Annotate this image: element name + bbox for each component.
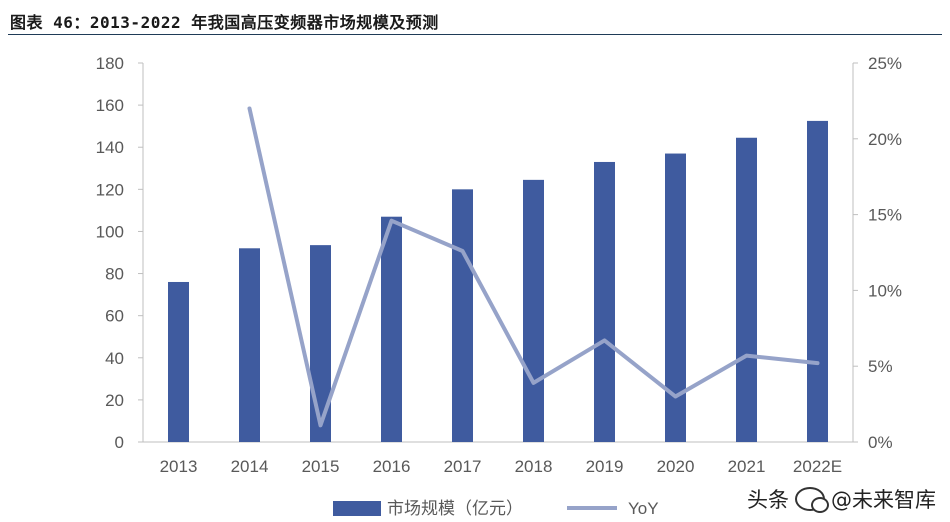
watermark-text: @未来智库 <box>831 488 936 512</box>
x-tick-label: 2013 <box>160 457 198 476</box>
x-tick-label: 2018 <box>515 457 553 476</box>
watermark: 头条 @未来智库 <box>747 484 936 514</box>
x-tick-label: 2014 <box>231 457 269 476</box>
bar-2016 <box>381 216 402 442</box>
bar-2018 <box>523 179 544 442</box>
y-left-tick-label: 100 <box>96 222 124 241</box>
y-right-tick-label: 10% <box>868 281 902 300</box>
y-left-tick-label: 80 <box>105 265 124 284</box>
bar-2020 <box>665 153 686 443</box>
legend-bar-label: 市场规模（亿元） <box>387 499 523 519</box>
chat-bubble-icon <box>795 487 829 513</box>
y-left-tick-label: 160 <box>96 96 124 115</box>
x-tick-label: 2019 <box>586 457 624 476</box>
bar-2019 <box>594 161 615 442</box>
bar-2017 <box>452 189 473 442</box>
y-left-tick-label: 20 <box>105 391 124 410</box>
chart-header: 图表 46：2013-2022 年我国高压变频器市场规模及预测 <box>8 4 942 35</box>
x-tick-label: 2022E <box>793 457 842 476</box>
x-tick-label: 2017 <box>444 457 482 476</box>
legend-line-label: YoY <box>628 499 659 518</box>
x-tick-label: 2020 <box>657 457 695 476</box>
legend-bar-swatch <box>333 501 381 516</box>
bar-2013 <box>168 281 189 442</box>
y-right-tick-label: 5% <box>868 357 893 376</box>
bar-2021 <box>736 137 757 442</box>
chart-title: 图表 46：2013-2022 年我国高压变频器市场规模及预测 <box>10 13 439 32</box>
bar-2022E <box>807 120 828 443</box>
y-right-tick-label: 0% <box>868 433 893 452</box>
x-tick-label: 2016 <box>373 457 411 476</box>
y-left-tick-label: 120 <box>96 180 124 199</box>
y-left-tick-label: 40 <box>105 349 124 368</box>
x-tick-label: 2015 <box>302 457 340 476</box>
y-right-tick-label: 25% <box>868 54 902 73</box>
y-left-tick-label: 60 <box>105 307 124 326</box>
bar-2015 <box>310 245 331 442</box>
y-right-tick-label: 15% <box>868 206 902 225</box>
yoy-line <box>247 106 820 428</box>
x-tick-label: 2021 <box>728 457 766 476</box>
watermark-prefix: 头条 <box>747 488 789 512</box>
y-right-tick-label: 20% <box>868 130 902 149</box>
y-left-tick-label: 0 <box>115 433 124 452</box>
y-left-tick-label: 140 <box>96 138 124 157</box>
y-left-tick-label: 180 <box>96 54 124 73</box>
bar-2014 <box>239 248 260 442</box>
